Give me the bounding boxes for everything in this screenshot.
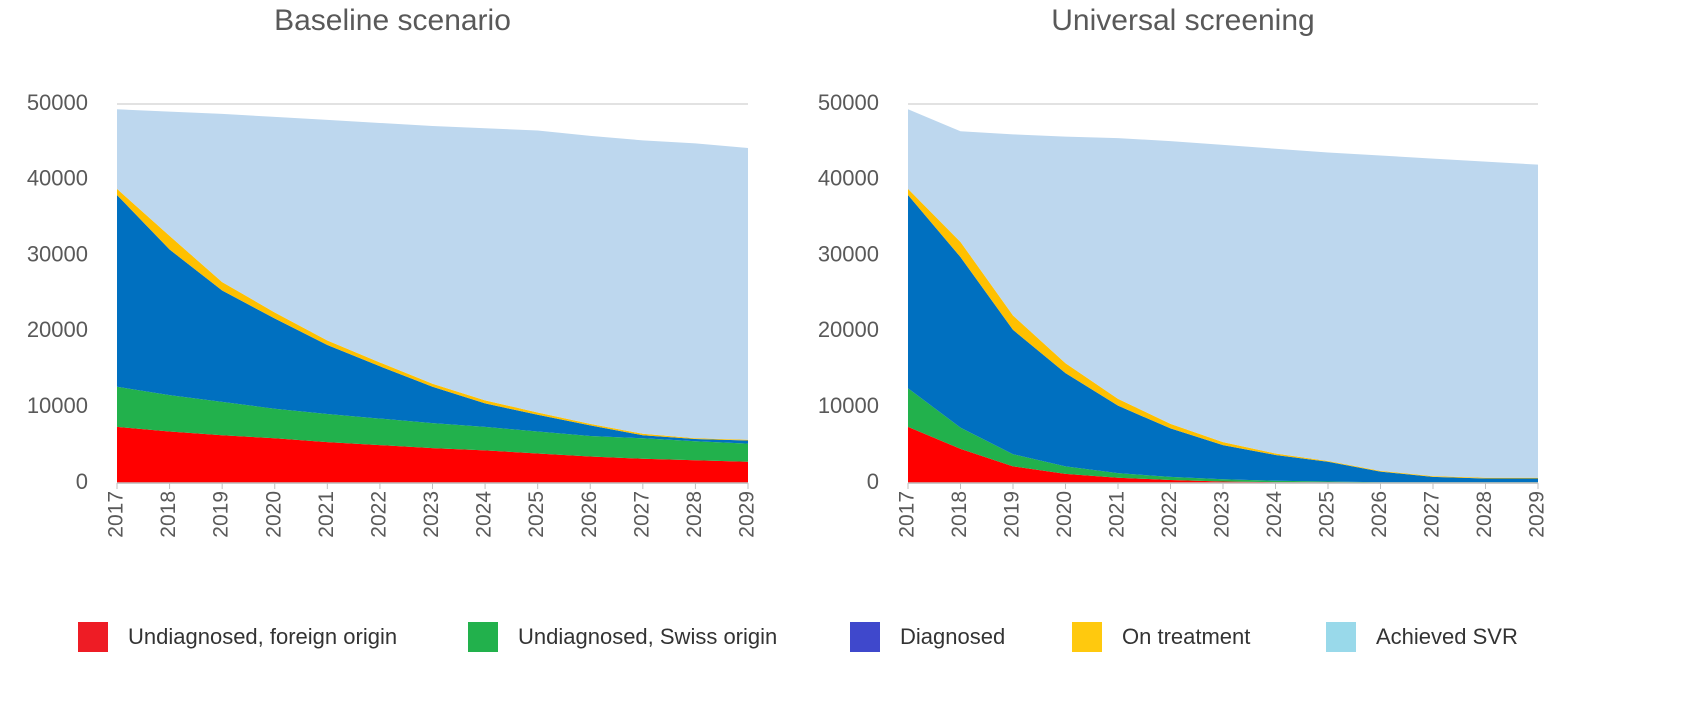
x-tick-label: 2022 [367,491,390,538]
x-tick-label: 2019 [1001,491,1024,538]
x-tick-label: 2023 [420,491,443,538]
y-tick-label: 20000 [27,317,88,342]
y-tick-label: 50000 [818,90,879,115]
x-tick-label: 2025 [1316,491,1339,538]
x-tick-label: 2017 [105,491,128,538]
y-tick-label: 30000 [818,241,879,266]
y-tick-label: 0 [867,469,879,494]
x-tick-label: 2027 [630,491,653,538]
legend-swatch [1072,622,1102,652]
x-tick-label: 2021 [315,491,338,538]
x-tick-label: 2024 [473,491,496,538]
x-tick-label: 2026 [1368,491,1391,538]
y-tick-label: 10000 [818,393,879,418]
x-tick-label: 2029 [736,491,759,538]
y-tick-label: 50000 [27,90,88,115]
chart-title: Universal screening [1051,4,1314,37]
x-tick-label: 2017 [896,491,919,538]
legend-swatch [78,622,108,652]
legend-swatch [1326,622,1356,652]
y-tick-label: 30000 [27,241,88,266]
area [908,194,1538,483]
y-tick-label: 40000 [818,166,879,191]
x-tick-label: 2019 [210,491,233,538]
x-tick-label: 2028 [1473,491,1496,538]
x-tick-label: 2022 [1158,491,1181,538]
x-tick-label: 2021 [1106,491,1129,538]
legend-label: Achieved SVR [1376,624,1518,649]
legend-label: Diagnosed [900,624,1005,649]
x-tick-label: 2025 [525,491,548,538]
x-tick-label: 2018 [948,491,971,538]
x-tick-label: 2029 [1526,491,1549,538]
x-tick-label: 2027 [1421,491,1444,538]
y-tick-label: 20000 [818,317,879,342]
area [117,194,748,444]
x-tick-label: 2020 [1053,491,1076,538]
x-tick-label: 2018 [157,491,180,538]
area [117,386,748,462]
area [117,109,748,440]
legend-label: On treatment [1122,624,1250,649]
x-tick-label: 2026 [578,491,601,538]
x-tick-label: 2024 [1263,491,1286,538]
chart-title: Baseline scenario [274,4,511,37]
legend-label: Undiagnosed, Swiss origin [518,624,777,649]
area [117,426,748,483]
y-tick-label: 40000 [27,166,88,191]
y-tick-label: 10000 [27,393,88,418]
x-tick-label: 2023 [1211,491,1234,538]
y-tick-label: 0 [76,469,88,494]
legend-label: Undiagnosed, foreign origin [128,624,397,649]
legend-swatch [850,622,880,652]
x-tick-label: 2028 [683,491,706,538]
legend-swatch [468,622,498,652]
x-tick-label: 2020 [262,491,285,538]
area [908,109,1538,478]
area [908,426,1538,483]
